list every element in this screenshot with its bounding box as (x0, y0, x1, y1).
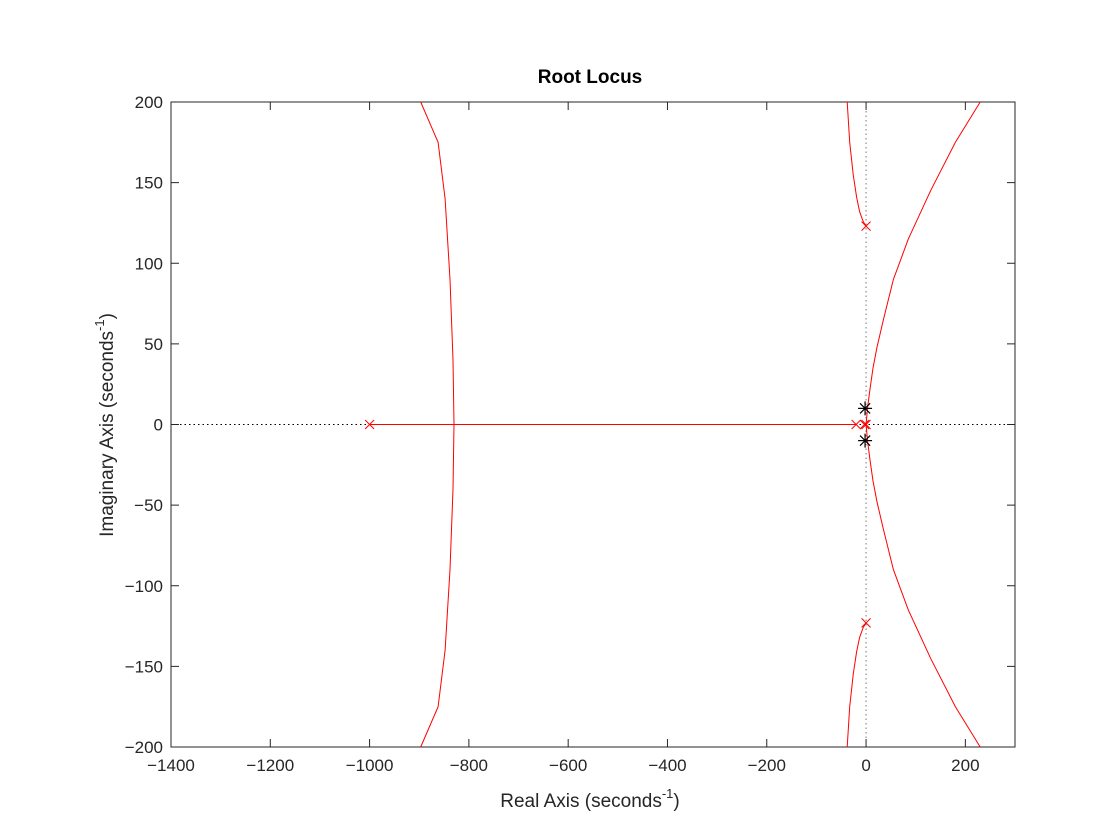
pole-marker-3 (859, 419, 870, 430)
y-axis-label-sup: -1 (92, 319, 107, 331)
pole-stroke-b (861, 419, 871, 430)
pole-stroke-b (861, 617, 871, 628)
x-tick-label: 0 (861, 756, 870, 775)
pole-marker-4 (861, 419, 871, 430)
pole-marker-2 (851, 419, 861, 430)
pole-stroke-b (859, 419, 870, 430)
locus-branch-2 (420, 101, 455, 425)
x-axis-label-sup: -1 (662, 786, 674, 801)
axis-ticks: −1400 −1200 −1000 −800 −600 −400 −200 0 200−200−… (125, 93, 1015, 775)
pole-stroke-b (861, 221, 871, 232)
y-axis-label-text: Imaginary Axis (seconds (97, 331, 118, 537)
zero-stroke-d2 (859, 402, 871, 414)
pole-zero-markers (364, 221, 873, 628)
pole-marker-1 (364, 419, 375, 430)
y-tick-label: 150 (135, 174, 163, 193)
locus-branch-5 (846, 101, 867, 227)
x-tick-label: 200 (951, 756, 979, 775)
zero-stroke-d2 (859, 435, 871, 447)
y-tick-label: −50 (134, 496, 163, 515)
locus-branch-8 (865, 424, 981, 748)
x-tick-label: −1400 (147, 756, 195, 775)
y-axis-label: Imaginary Axis (seconds-1) (92, 313, 118, 537)
pole-stroke-b (364, 419, 375, 430)
x-axis-label-close: ) (673, 791, 679, 812)
y-tick-label: 50 (144, 335, 163, 354)
y-tick-label: −100 (125, 577, 163, 596)
x-tick-label: −600 (549, 756, 587, 775)
locus-branch-3 (420, 424, 455, 748)
x-tick-label: −1000 (346, 756, 394, 775)
zero-marker-2 (858, 433, 873, 448)
pole-stroke-b (851, 419, 861, 430)
reference-lines (171, 102, 1015, 747)
x-axis-label: Real Axis (seconds-1) (500, 786, 679, 812)
x-axis-label-text: Real Axis (seconds (500, 791, 662, 812)
y-axis-label-close: ) (97, 313, 118, 319)
y-tick-label: 0 (154, 416, 163, 435)
pole-marker-5 (861, 221, 871, 232)
y-tick-label: −150 (125, 657, 163, 676)
locus-branch-6 (846, 622, 867, 748)
zero-marker-1 (858, 401, 873, 416)
x-tick-label: −1200 (246, 756, 294, 775)
y-tick-label: −200 (125, 738, 163, 757)
y-tick-label: 200 (135, 93, 163, 112)
x-tick-label: −400 (648, 756, 686, 775)
locus-branch-7 (865, 101, 981, 425)
x-tick-label: −200 (748, 756, 786, 775)
locus-branches (369, 101, 981, 748)
plot-area: −1400 −1200 −1000 −800 −600 −400 −200 0 200−200−… (125, 93, 1016, 775)
chart-title: Root Locus (538, 67, 643, 88)
x-tick-label: −800 (450, 756, 488, 775)
pole-marker-6 (861, 617, 871, 628)
y-tick-label: 100 (135, 254, 163, 273)
